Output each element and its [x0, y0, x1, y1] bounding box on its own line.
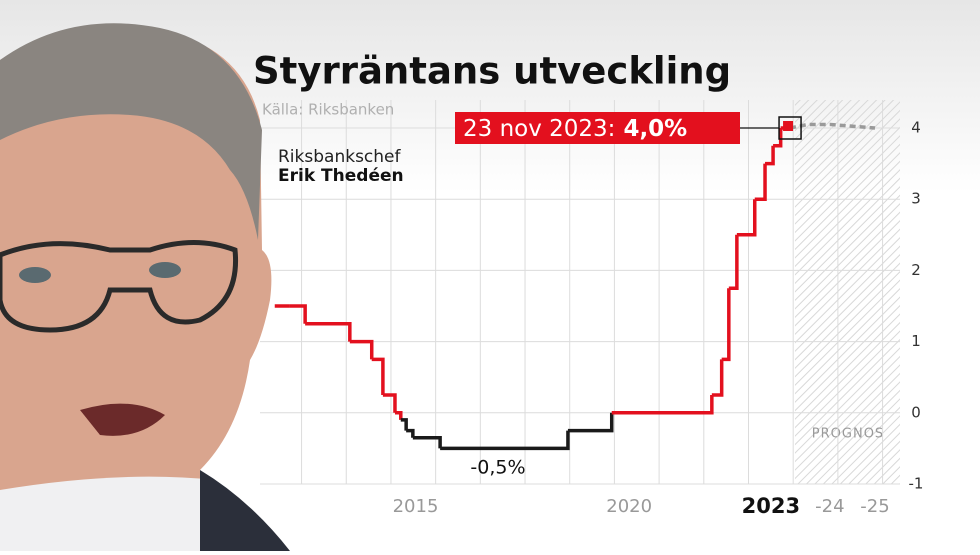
step-segment	[371, 357, 385, 395]
step-segment	[305, 322, 352, 342]
y-tick-label: 2	[911, 261, 921, 279]
x-tick-label: -25	[860, 496, 889, 517]
step-segment	[711, 359, 724, 397]
y-tick-label: 3	[911, 190, 921, 208]
portrait	[0, 23, 290, 551]
step-segment	[412, 435, 442, 449]
step-segment	[567, 412, 614, 433]
step-segment	[728, 234, 739, 290]
step-segment	[394, 411, 403, 420]
person-name: Erik Thedéen	[278, 166, 404, 186]
annotation: 23 nov 2023: 4,0%	[463, 116, 687, 142]
annotation-box	[455, 112, 740, 144]
y-tick-label: 0	[911, 403, 921, 421]
step-segment	[721, 288, 731, 362]
x-tick-label: -24	[815, 496, 844, 517]
annotation-text: 23 nov 2023:	[463, 116, 615, 142]
y-tick-label: -1	[909, 475, 924, 493]
step-segment	[773, 128, 783, 148]
end-marker	[783, 121, 794, 131]
y-tick-label: 1	[911, 332, 921, 350]
x-tick-label: 2023	[742, 494, 800, 518]
source: Källa: Riksbanken	[262, 101, 394, 119]
step-segment	[349, 339, 374, 360]
step-segment	[440, 430, 570, 451]
forecast-label: PROGNOS	[812, 427, 884, 442]
y-tick-label: 4	[911, 119, 921, 137]
step-segment	[406, 428, 415, 438]
step-segment	[611, 395, 714, 415]
chart-title: Styrräntans utveckling	[253, 50, 731, 93]
step-segment	[754, 163, 767, 201]
min-label: -0,5%	[470, 457, 525, 479]
step-segment	[400, 418, 408, 431]
step-segment	[736, 199, 757, 237]
step-segment	[765, 145, 775, 166]
annotation-value: 4,0%	[623, 116, 687, 142]
person-role: Riksbankschef	[278, 147, 402, 167]
x-tick-label: 2015	[393, 496, 439, 517]
step-segment	[289, 304, 307, 324]
forecast-line	[789, 122, 876, 130]
plot-area: PROGNOS -1 0 1 2 3 4 2015 2020 2023 -24 -25 23 nov 2…	[260, 100, 923, 518]
step-segment	[382, 393, 397, 413]
x-tick-label: 2020	[606, 496, 652, 517]
